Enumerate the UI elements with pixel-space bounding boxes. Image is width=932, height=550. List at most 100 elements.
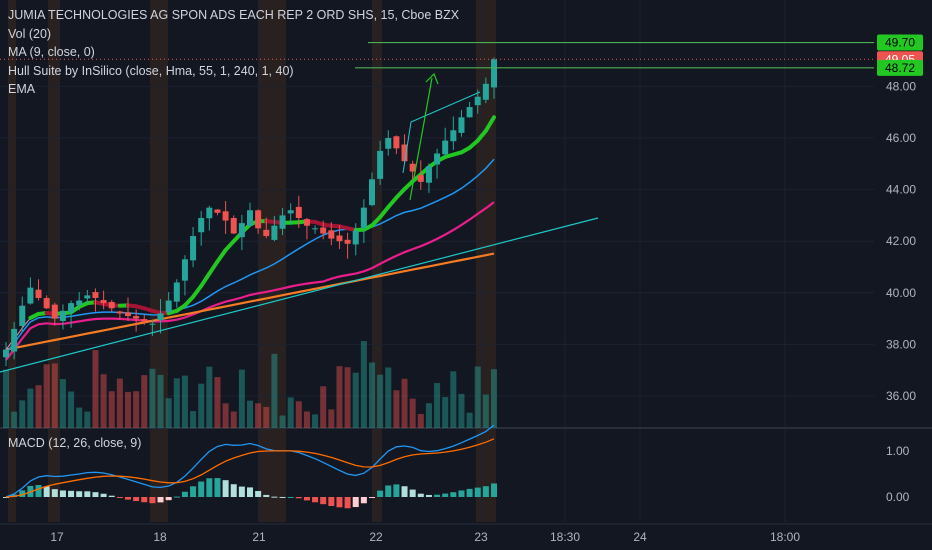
macd-histogram-bar <box>377 490 384 497</box>
macd-histogram-bar <box>3 497 9 498</box>
volume-bar <box>190 411 197 428</box>
time-tick-label: 18:00 <box>770 530 800 544</box>
hull-segment <box>199 271 212 288</box>
hull-segment <box>378 205 391 220</box>
macd-histogram-bar <box>425 494 432 497</box>
candle-body <box>27 287 34 304</box>
candle-body <box>181 259 188 281</box>
macd-histogram-bar <box>19 490 26 497</box>
hull-segment <box>191 283 204 299</box>
macd-histogram-bar <box>108 495 115 497</box>
macd-histogram-bar <box>116 497 123 498</box>
candle-body <box>491 59 497 88</box>
volume-bar <box>320 386 327 428</box>
volume-bar <box>214 377 221 428</box>
axes: 48.00 46.00 44.00 42.00 40.00 38.00 36.00 1.00 0… <box>50 79 916 544</box>
macd-histogram-bar <box>149 497 156 504</box>
candle-body <box>3 349 9 358</box>
price-tick-label: 44.00 <box>886 183 916 197</box>
macd-histogram-bar <box>92 492 99 497</box>
volume-bar <box>491 369 497 428</box>
lower-level-label: 48.72 <box>885 61 915 75</box>
volume-bar <box>466 412 473 428</box>
hull-segment <box>223 239 236 253</box>
candle-body <box>434 153 441 165</box>
volume-bar <box>303 411 310 428</box>
macd-histogram-bar <box>360 497 367 504</box>
candle-body <box>51 304 58 319</box>
candle-body <box>450 130 457 142</box>
macd-histogram-bar <box>369 497 375 498</box>
macd-histogram-bar <box>271 496 278 498</box>
macd-histogram-bar <box>206 478 213 497</box>
macd-histogram-bar <box>59 490 66 497</box>
macd-legend: MACD (12, 26, close, 9) <box>8 436 142 450</box>
candle-body <box>222 211 229 221</box>
session-band <box>8 0 16 522</box>
price-tick-label: 38.00 <box>886 337 916 351</box>
volume-bar <box>84 411 91 428</box>
volume-bar <box>271 353 278 428</box>
volume-bar <box>100 374 107 428</box>
candle-body <box>377 150 384 179</box>
volume-bar <box>157 374 164 428</box>
macd-histogram-bar <box>125 497 131 500</box>
session-band <box>150 0 168 522</box>
time-tick-label: 17 <box>50 530 64 544</box>
volume-bar <box>206 366 213 428</box>
macd-histogram-bar <box>165 497 172 501</box>
macd-histogram-bar <box>173 496 180 498</box>
candle-body <box>238 223 245 238</box>
candle-body <box>84 295 91 299</box>
candle-body <box>482 83 489 100</box>
volume-bar <box>263 406 270 428</box>
macd-histogram-bar <box>181 491 188 497</box>
grid-lines <box>0 0 932 525</box>
price-tick-label: 48.00 <box>886 79 916 93</box>
volume-bar <box>425 403 432 428</box>
candle-body <box>68 303 75 313</box>
volume-bar <box>35 385 42 428</box>
volume-bar <box>474 366 481 428</box>
candle-body <box>157 313 164 321</box>
macd-histogram-bar <box>474 487 481 497</box>
candle-body <box>11 328 18 352</box>
volume-bar <box>125 391 131 428</box>
macd-tick-label: 1.00 <box>886 444 910 458</box>
volume-bar <box>19 400 26 428</box>
session-band <box>372 0 382 522</box>
volume-bar <box>68 391 75 428</box>
volume-bar <box>401 378 408 428</box>
macd-histogram-bar <box>401 486 408 497</box>
volume-bar <box>482 394 489 428</box>
macd-histogram-bar <box>312 497 319 503</box>
price-tick-label: 36.00 <box>886 389 916 403</box>
macd-histogram-bar <box>76 491 83 497</box>
macd-histogram-bar <box>491 483 497 497</box>
volume-bar <box>287 397 294 428</box>
volume-bar <box>434 383 441 428</box>
volume-bar <box>312 414 319 428</box>
price-tick-label: 42.00 <box>886 234 916 248</box>
macd-histogram-bar <box>222 480 229 497</box>
upper-level-label: 49.70 <box>885 36 915 50</box>
volume-bar <box>255 403 262 428</box>
price-tick-label: 46.00 <box>886 131 916 145</box>
hull-segment <box>483 115 496 133</box>
volume-bar <box>116 378 123 428</box>
macd-histogram-bar <box>157 497 164 503</box>
time-tick-label: 21 <box>252 530 266 544</box>
candle-body <box>173 282 180 302</box>
macd-histogram-bar <box>287 496 294 498</box>
hull-segment <box>386 195 399 210</box>
macd-histogram-bar <box>417 493 424 497</box>
volume-bar <box>149 368 156 428</box>
candle-body <box>149 323 156 325</box>
candle-body <box>385 138 392 149</box>
macd-histogram-bar <box>133 497 140 502</box>
time-tick-label: 18:30 <box>550 530 580 544</box>
arrow-head <box>425 72 439 85</box>
macd-histogram-bar <box>393 484 400 497</box>
volume-bar <box>417 414 424 428</box>
